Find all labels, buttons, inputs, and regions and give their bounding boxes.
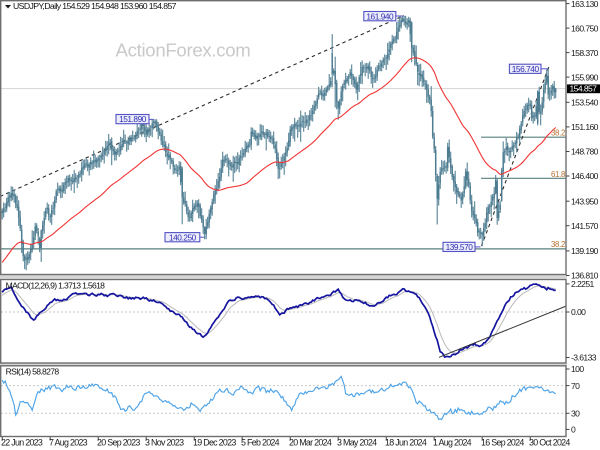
svg-text:139.570: 139.570	[446, 242, 474, 252]
svg-text:30: 30	[571, 409, 580, 419]
svg-text:16 Sep 2024: 16 Sep 2024	[481, 438, 524, 448]
svg-text:163.130: 163.130	[571, 0, 599, 9]
svg-text:-3.6133: -3.6133	[571, 353, 597, 363]
svg-text:158.370: 158.370	[571, 48, 599, 58]
svg-text:30 Oct 2024: 30 Oct 2024	[529, 438, 570, 448]
svg-text:143.950: 143.950	[571, 196, 599, 206]
svg-text:61.8: 61.8	[551, 170, 565, 179]
svg-text:154.857: 154.857	[570, 84, 598, 94]
svg-text:3 Nov 2023: 3 Nov 2023	[145, 438, 184, 448]
svg-text:0: 0	[571, 425, 576, 435]
svg-text:151.160: 151.160	[571, 122, 599, 132]
svg-text:20 Sep 2023: 20 Sep 2023	[97, 438, 140, 448]
svg-text:153.540: 153.540	[571, 98, 599, 108]
svg-text:7 Aug 2023: 7 Aug 2023	[49, 438, 88, 448]
svg-text:161.940: 161.940	[366, 11, 394, 21]
svg-text:38.2: 38.2	[551, 129, 565, 138]
svg-text:MACD(12,26,9) 1.3713 1.5618: MACD(12,26,9) 1.3713 1.5618	[6, 281, 106, 291]
svg-text:20 Mar 2024: 20 Mar 2024	[289, 438, 332, 448]
svg-text:151.890: 151.890	[119, 114, 147, 124]
svg-text:136.810: 136.810	[571, 271, 599, 281]
svg-text:USDJPY,Daily 154.529 154.948: USDJPY,Daily 154.529 154.948 153.960 154…	[13, 1, 177, 11]
svg-text:0.00: 0.00	[571, 307, 586, 317]
svg-text:140.250: 140.250	[169, 232, 197, 242]
svg-text:146.400: 146.400	[571, 171, 599, 181]
svg-text:5 Feb 2024: 5 Feb 2024	[241, 438, 280, 448]
svg-text:38.2: 38.2	[551, 240, 565, 249]
svg-text:148.780: 148.780	[571, 147, 599, 157]
svg-text:2.2251: 2.2251	[571, 279, 595, 289]
svg-text:155.990: 155.990	[571, 72, 599, 82]
svg-text:ActionForex.com: ActionForex.com	[116, 40, 251, 61]
svg-text:139.190: 139.190	[571, 246, 599, 256]
svg-text:RSI(14) 58.8278: RSI(14) 58.8278	[6, 367, 60, 377]
svg-text:18 Jun 2024: 18 Jun 2024	[385, 438, 427, 448]
svg-text:100: 100	[571, 364, 584, 374]
svg-text:1 Aug 2024: 1 Aug 2024	[433, 438, 472, 448]
svg-text:156.740: 156.740	[512, 64, 540, 74]
svg-text:3 May 2024: 3 May 2024	[337, 438, 377, 448]
svg-text:22 Jun 2023: 22 Jun 2023	[1, 438, 43, 448]
svg-text:141.570: 141.570	[571, 221, 599, 231]
svg-text:160.750: 160.750	[571, 23, 599, 33]
svg-text:19 Dec 2023: 19 Dec 2023	[193, 438, 236, 448]
svg-text:70: 70	[571, 381, 580, 391]
